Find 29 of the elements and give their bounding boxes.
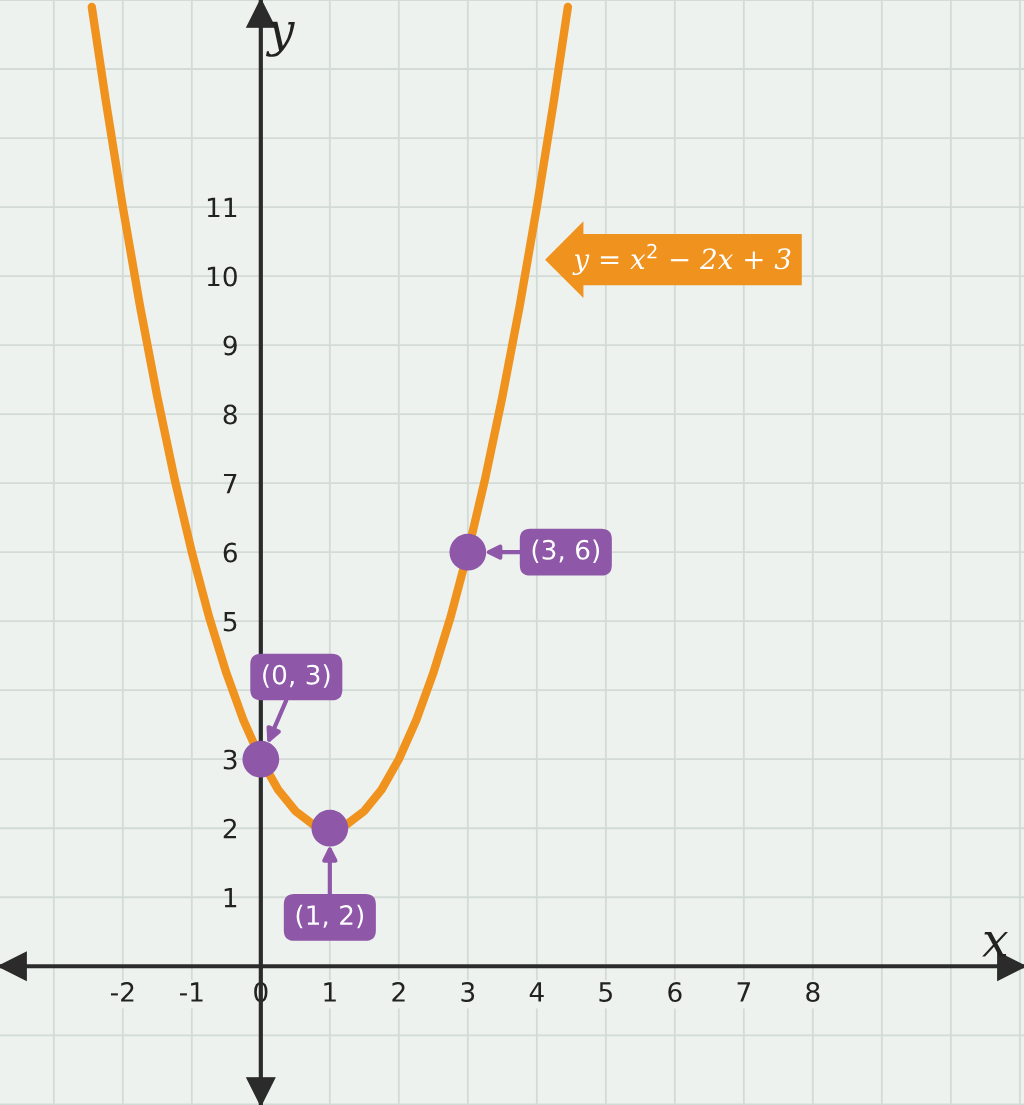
y-tick-label: 2 <box>223 818 236 839</box>
y-tick-label: 11 <box>207 197 237 218</box>
y-tick-label: 3 <box>223 749 237 770</box>
x-tick-label: 7 <box>737 982 750 1002</box>
x-axis-title: x <box>982 931 1008 957</box>
x-tick-label: 8 <box>806 982 820 1002</box>
annotation: (0, 3) <box>263 664 330 688</box>
y-tick-label: 5 <box>223 611 237 632</box>
x-tick-label: -2 <box>110 982 134 1002</box>
y-tick-label: 7 <box>223 473 237 494</box>
y-tick-label: 8 <box>223 404 237 425</box>
x-tick-label: 1 <box>324 982 336 1002</box>
x-tick-label: 5 <box>599 982 612 1002</box>
point <box>449 533 487 571</box>
point <box>311 809 349 847</box>
x-tick-label: 3 <box>461 982 475 1002</box>
y-tick-label: 6 <box>223 542 237 563</box>
annotation: (3, 6) <box>532 539 600 563</box>
annotation: (1, 2) <box>296 904 364 929</box>
x-tick-label: 2 <box>392 982 405 1002</box>
y-tick-label: 1 <box>224 888 237 908</box>
y-tick-label: 10 <box>207 266 237 287</box>
x-tick-label: -1 <box>179 982 203 1002</box>
y-axis-title: y <box>265 21 295 57</box>
point <box>242 740 280 778</box>
y-tick-label: 9 <box>223 335 237 356</box>
x-tick-label: 4 <box>529 982 544 1002</box>
series-label: y = x$^{2}$ − 2x + 3 <box>572 243 791 276</box>
x-tick-label: 6 <box>668 982 682 1002</box>
